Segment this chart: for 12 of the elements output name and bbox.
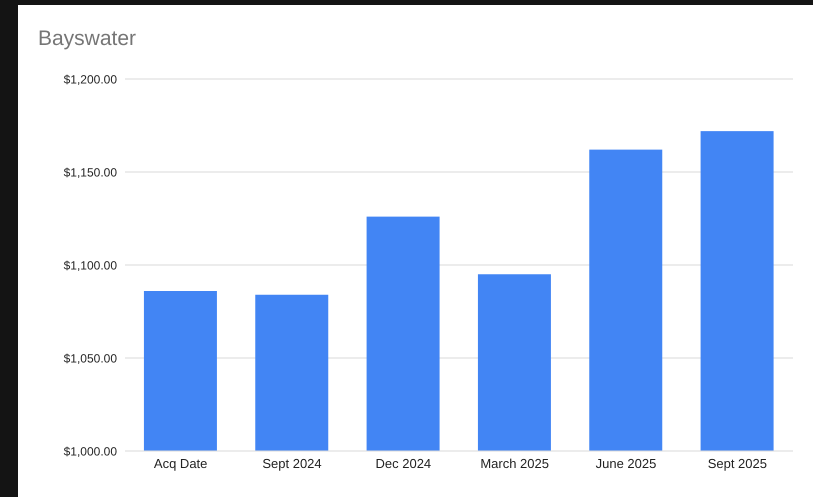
- x-tick-label: March 2025: [480, 456, 549, 472]
- x-tick-label: June 2025: [596, 456, 656, 472]
- x-tick-label: Dec 2024: [376, 456, 432, 472]
- y-tick-label: $1,050.00: [64, 351, 118, 366]
- x-tick-label: Sept 2025: [708, 456, 767, 472]
- y-tick-label: $1,150.00: [64, 165, 118, 180]
- x-tick-label: Sept 2024: [262, 456, 322, 472]
- y-tick-label: $1,200.00: [64, 72, 118, 86]
- y-tick-label: $1,000.00: [64, 444, 118, 458]
- x-tick-label: Acq Date: [154, 456, 208, 472]
- chart-title: Bayswater: [38, 27, 136, 51]
- y-tick-label: $1,100.00: [64, 258, 118, 272]
